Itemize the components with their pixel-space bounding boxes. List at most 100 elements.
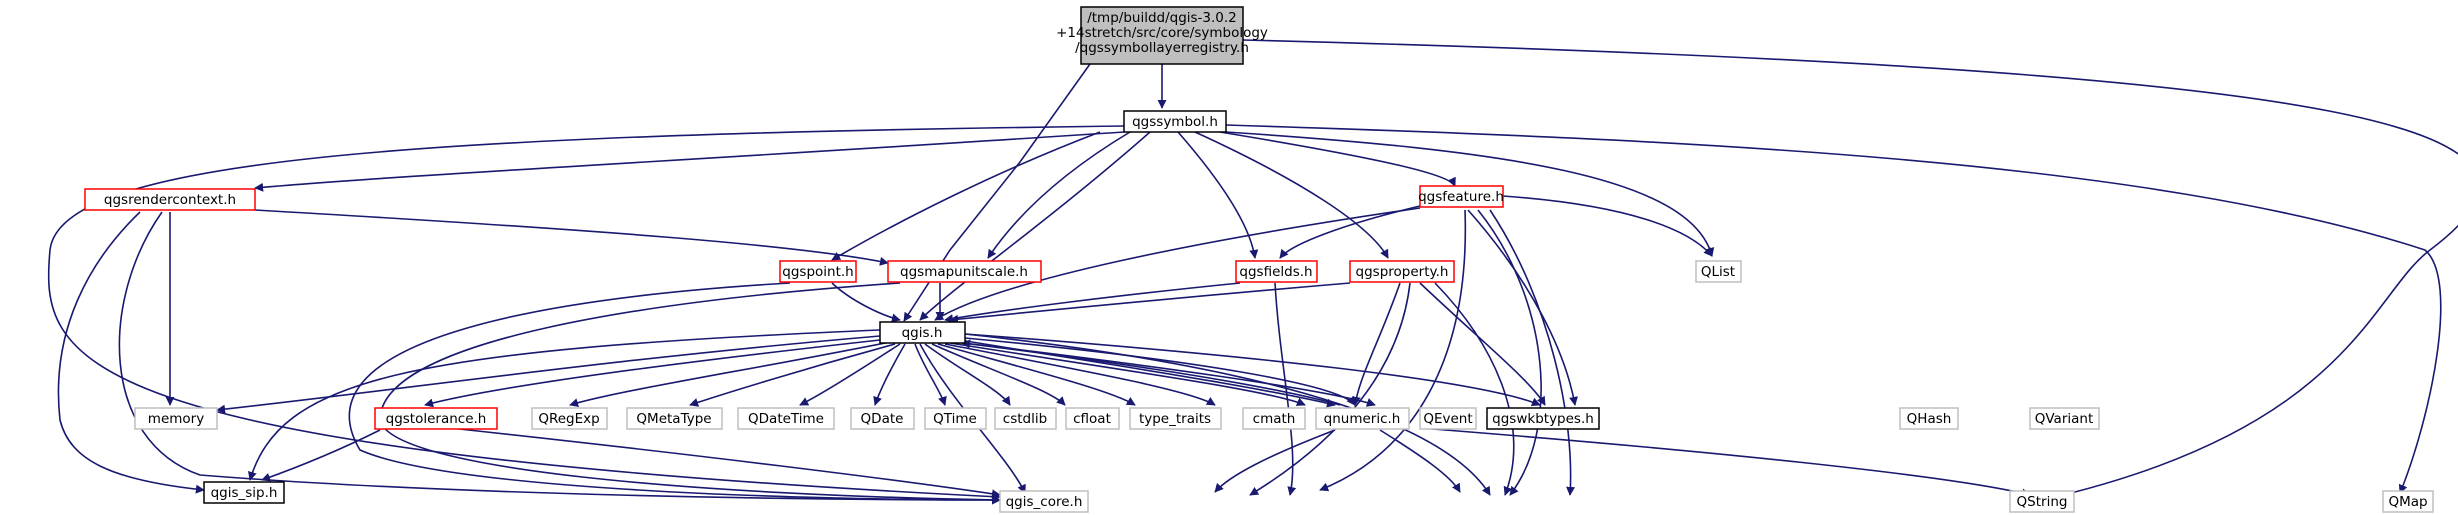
edge-qgswkbtypes-qgis-core xyxy=(1214,429,1336,493)
edge-qgis-qgis-sip xyxy=(248,329,881,481)
edge-qgis-qgstolerance xyxy=(424,339,881,408)
node-label: QMetaType xyxy=(636,411,711,427)
node-label: qgis_sip.h xyxy=(211,485,278,501)
node-label: qgsrendercontext.h xyxy=(104,192,236,208)
node-qstring[interactable]: QString xyxy=(2009,490,2075,513)
node-label: qgsfields.h xyxy=(1239,264,1312,280)
edge-qgspoint-qgis-core xyxy=(348,282,1001,505)
edge-qgstolerance-qgis-sip xyxy=(261,429,381,482)
edge-qgsfeature-qgsfields xyxy=(1279,205,1421,259)
node-label: QList xyxy=(1701,264,1735,280)
node-qhash[interactable]: QHash xyxy=(1899,407,1959,430)
node-qgsmapunitscale[interactable]: qgsmapunitscale.h xyxy=(887,260,1042,283)
node-qnumeric[interactable]: qnumeric.h xyxy=(1315,407,1410,430)
node-qgsrendercontext[interactable]: qgsrendercontext.h xyxy=(84,188,256,211)
edge-qgsrendercontext-qgis-sip xyxy=(57,211,205,494)
node-label: qnumeric.h xyxy=(1324,411,1401,427)
node-label: QEvent xyxy=(1423,411,1472,427)
edge-qgsproperty-qhash xyxy=(1351,282,1401,406)
edge-qgswkbtypes-qstring xyxy=(1379,429,1461,493)
edge-qgssymbol-qgsfields xyxy=(1177,131,1259,259)
node-memory[interactable]: memory xyxy=(134,407,218,430)
edge-root-qgis-core xyxy=(1242,39,2458,503)
edge-qgspoint-qgis xyxy=(831,282,901,323)
edge-qgsfeature-qgis-core xyxy=(1319,209,1467,492)
node-cfloat[interactable]: cfloat xyxy=(1065,407,1120,430)
node-qdate[interactable]: QDate xyxy=(850,407,915,430)
edge-qgsproperty-qgis xyxy=(949,282,1351,324)
edge-qgsfields-qgis xyxy=(944,282,1241,323)
node-cstdlib[interactable]: cstdlib xyxy=(994,407,1057,430)
node-label: qgsfeature.h xyxy=(1418,189,1504,205)
node-qgis[interactable]: qgis.h xyxy=(879,321,966,344)
edge-qgssymbol-qmap xyxy=(1225,124,2442,494)
edge-qgssymbol-qgsfeature xyxy=(1219,131,1456,187)
node-qmap[interactable]: QMap xyxy=(2382,490,2434,513)
node-qdatetime[interactable]: QDateTime xyxy=(737,407,835,430)
root-line-3: /qgssymbollayerregistry.h xyxy=(1075,40,1249,56)
node-qregexp[interactable]: QRegExp xyxy=(531,407,608,430)
node-qgsfields[interactable]: qgsfields.h xyxy=(1235,260,1318,283)
node-label: cfloat xyxy=(1073,411,1111,427)
edge-qgssymbol-qgsproperty xyxy=(1194,131,1389,259)
node-qgstolerance[interactable]: qgstolerance.h xyxy=(374,407,498,430)
node-qgis-core[interactable]: qgis_core.h xyxy=(999,490,1089,513)
edge-qgssymbol-qgsrendercontext xyxy=(254,131,1125,192)
edge-qgstolerance-qgis-core xyxy=(449,427,1001,499)
node-qtime[interactable]: QTime xyxy=(924,407,987,430)
node-label: qgsmapunitscale.h xyxy=(900,264,1028,280)
node-label: qgswkbtypes.h xyxy=(1492,411,1594,427)
node-label: QRegExp xyxy=(538,411,599,427)
node-qgsproperty[interactable]: qgsproperty.h xyxy=(1349,260,1455,283)
node-type-traits[interactable]: type_traits xyxy=(1129,407,1222,430)
edge-qgis-type-traits xyxy=(937,343,1136,406)
node-root[interactable]: /tmp/buildd/qgis-3.0.2 +14stretch/src/co… xyxy=(1056,6,1268,65)
edge-qgswkbtypes-qgis xyxy=(961,339,1341,406)
node-label: QDateTime xyxy=(748,411,824,427)
edge-qgssymbol-qlist xyxy=(1225,131,1715,257)
node-cmath[interactable]: cmath xyxy=(1242,407,1306,430)
edge-qgsfeature-qlist xyxy=(1502,195,1713,257)
node-label: QDate xyxy=(861,411,904,427)
edge-root-qgis xyxy=(903,63,1091,322)
edges xyxy=(47,39,2458,505)
node-label: cmath xyxy=(1253,411,1296,427)
edge-qgssymbol-qgspoint xyxy=(831,131,1101,261)
edge-qgis-qdate xyxy=(873,343,906,406)
edge-qgsfeature-qgis xyxy=(934,207,1421,321)
node-label: memory xyxy=(148,411,204,427)
node-qvariant[interactable]: QVariant xyxy=(2029,407,2100,430)
edge-qgis-qhash xyxy=(964,337,1356,406)
node-qgswkbtypes[interactable]: qgswkbtypes.h xyxy=(1486,407,1600,430)
node-label: qgstolerance.h xyxy=(386,411,487,427)
edge-qgswkbtypes-qmap xyxy=(1419,427,2031,498)
edge-qgsfeature-qmap xyxy=(1489,209,1576,496)
node-label: QTime xyxy=(933,411,977,427)
edge-qgsrendercontext-qgis-core xyxy=(118,211,1001,505)
node-label: qgis_core.h xyxy=(1006,494,1083,510)
edge-qgsfields-qgis-core xyxy=(1274,282,1297,496)
edge-qgis-cstdlib xyxy=(924,343,1011,406)
node-qgsfeature[interactable]: qgsfeature.h xyxy=(1418,185,1504,208)
edge-qgssymbol-qgsmapunitscale xyxy=(987,131,1131,259)
node-qevent[interactable]: QEvent xyxy=(1419,407,1477,430)
node-label: QMap xyxy=(2388,494,2427,510)
edge-qgsproperty-qvariant xyxy=(1419,282,1546,406)
root-line-2: +14stretch/src/core/symbology xyxy=(1056,25,1268,41)
node-qlist[interactable]: QList xyxy=(1695,260,1742,283)
node-label: qgssymbol.h xyxy=(1132,114,1218,130)
edge-qgis-qstring xyxy=(964,333,1491,496)
node-label: QString xyxy=(2017,494,2068,510)
node-qgis-sip[interactable]: qgis_sip.h xyxy=(203,481,285,504)
root-line-1: /tmp/buildd/qgis-3.0.2 xyxy=(1087,10,1237,26)
node-qgssymbol[interactable]: qgssymbol.h xyxy=(1123,110,1227,133)
node-label: qgspoint.h xyxy=(782,264,853,280)
edge-qgsrendercontext-qgsmapunitscale xyxy=(254,209,889,266)
node-qgspoint[interactable]: qgspoint.h xyxy=(779,260,857,283)
node-qmetatype[interactable]: QMetaType xyxy=(626,407,723,430)
edge-qgis-qvariant xyxy=(964,333,1541,407)
node-label: QHash xyxy=(1907,411,1952,427)
node-label: QVariant xyxy=(2035,411,2094,427)
node-label: qgsproperty.h xyxy=(1356,264,1449,280)
